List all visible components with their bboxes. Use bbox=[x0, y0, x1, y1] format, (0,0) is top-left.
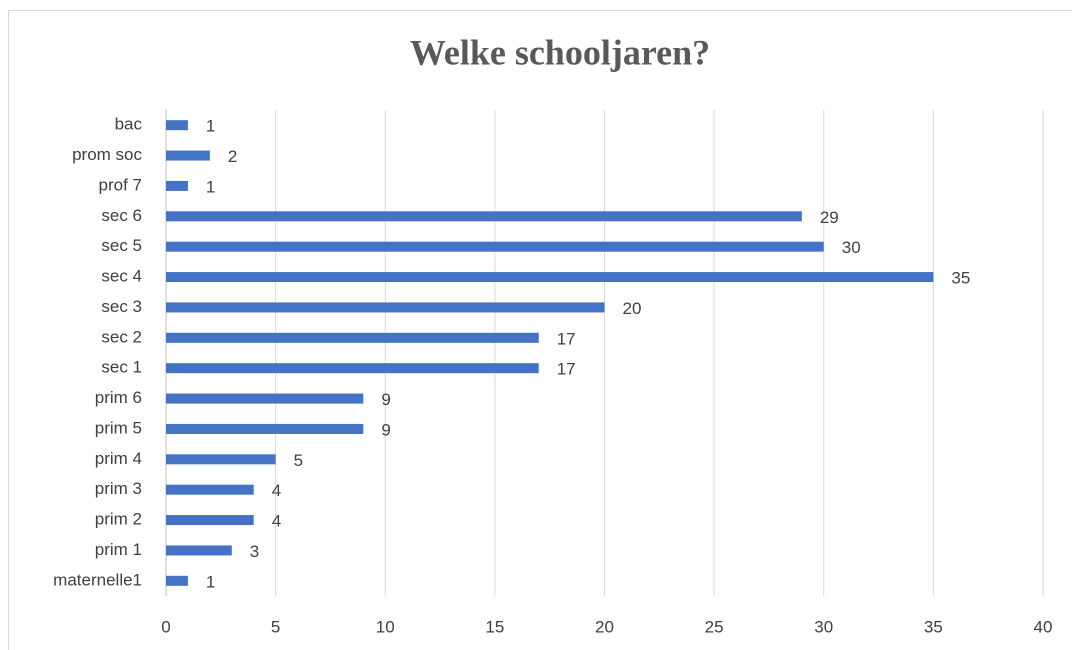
y-tick-label: prim 6 bbox=[95, 388, 142, 407]
bar bbox=[166, 393, 364, 404]
y-tick-label: sec 4 bbox=[101, 267, 142, 286]
y-tick-label: prof 7 bbox=[99, 175, 142, 194]
y-tick-label: sec 5 bbox=[101, 236, 142, 255]
x-tick-label: 40 bbox=[1034, 617, 1053, 636]
data-label: 4 bbox=[272, 481, 281, 500]
data-label: 29 bbox=[820, 208, 839, 227]
data-label: 1 bbox=[206, 117, 215, 136]
bar bbox=[166, 484, 254, 495]
data-label: 1 bbox=[206, 177, 215, 196]
x-tick-label: 30 bbox=[814, 617, 833, 636]
bar bbox=[166, 120, 188, 131]
y-tick-label: sec 2 bbox=[101, 327, 142, 346]
y-tick-label: maternelle1 bbox=[53, 570, 142, 589]
bar bbox=[166, 575, 188, 586]
data-label: 9 bbox=[381, 390, 390, 409]
x-tick-label: 10 bbox=[376, 617, 395, 636]
data-label: 5 bbox=[294, 451, 303, 470]
bar bbox=[166, 515, 254, 526]
data-label: 17 bbox=[557, 360, 576, 379]
bar bbox=[166, 423, 364, 434]
x-tick-label: 25 bbox=[705, 617, 724, 636]
data-label: 9 bbox=[381, 420, 390, 439]
y-tick-label: sec 1 bbox=[101, 358, 142, 377]
y-tick-label: bac bbox=[115, 115, 143, 134]
data-label: 2 bbox=[228, 147, 237, 166]
y-tick-label: sec 3 bbox=[101, 297, 142, 316]
x-tick-label: 0 bbox=[161, 617, 170, 636]
x-tick-label: 15 bbox=[485, 617, 504, 636]
y-tick-label: prom soc bbox=[72, 145, 142, 164]
x-tick-label: 35 bbox=[924, 617, 943, 636]
data-label: 17 bbox=[557, 329, 576, 348]
bar bbox=[166, 180, 188, 191]
bar bbox=[166, 454, 276, 465]
y-tick-label: prim 1 bbox=[95, 540, 142, 559]
bar bbox=[166, 211, 802, 222]
x-tick-label: 20 bbox=[595, 617, 614, 636]
y-tick-label: prim 4 bbox=[95, 449, 142, 468]
data-label: 35 bbox=[951, 269, 970, 288]
chart-title: Welke schooljaren? bbox=[410, 32, 710, 72]
bar bbox=[166, 363, 539, 374]
bar bbox=[166, 545, 232, 556]
data-label: 20 bbox=[623, 299, 642, 318]
chart-border bbox=[8, 10, 1072, 650]
data-label: 3 bbox=[250, 542, 259, 561]
x-tick-label: 5 bbox=[271, 617, 280, 636]
bar bbox=[166, 241, 824, 252]
bar bbox=[166, 332, 539, 343]
data-label: 4 bbox=[272, 512, 281, 531]
y-tick-label: sec 6 bbox=[101, 206, 142, 225]
bar bbox=[166, 302, 605, 313]
y-tick-label: prim 5 bbox=[95, 418, 142, 437]
y-tick-label: prim 2 bbox=[95, 510, 142, 529]
bar bbox=[166, 150, 210, 161]
bar bbox=[166, 272, 934, 283]
y-tick-label: prim 3 bbox=[95, 479, 142, 498]
data-label: 1 bbox=[206, 572, 215, 591]
data-label: 30 bbox=[842, 238, 861, 257]
